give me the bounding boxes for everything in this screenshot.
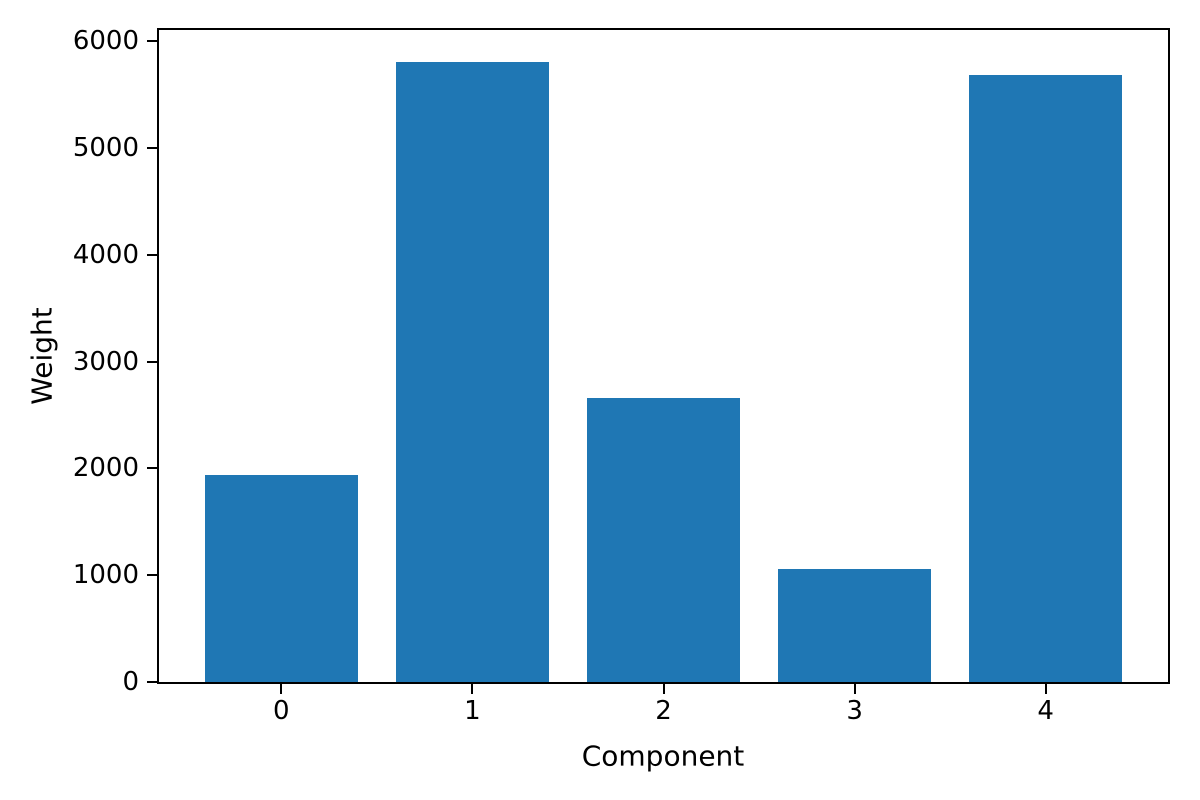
y-tick-label-5000: 5000: [72, 133, 139, 163]
x-tick-3: [853, 684, 856, 694]
x-tick-4: [1044, 684, 1047, 694]
x-tick-label-4: 4: [1037, 696, 1054, 726]
x-axis-label: Component: [581, 739, 745, 773]
y-tick-1000: [147, 574, 157, 577]
x-tick-label-0: 0: [273, 696, 290, 726]
y-tick-0: [147, 681, 157, 683]
y-tick-3000: [147, 360, 157, 363]
y-tick-5000: [147, 147, 157, 149]
y-tick-label-6000: 6000: [72, 26, 139, 57]
y-tick-label-0: 0: [122, 667, 139, 697]
y-tick-label-4000: 4000: [72, 239, 139, 270]
y-tick-label-3000: 3000: [72, 346, 139, 377]
bar-component-2: [587, 397, 740, 682]
x-tick-label-1: 1: [464, 696, 481, 726]
y-tick-label-1000: 1000: [72, 560, 139, 591]
y-tick-label-2000: 2000: [72, 453, 139, 484]
x-tick-1: [471, 684, 474, 694]
y-tick-6000: [147, 40, 157, 43]
plot-area: 0 1000 2000 3000 4000 5000 6000 0 1 2 3 4: [73, 26, 1170, 726]
x-tick-label-2: 2: [655, 696, 672, 726]
y-tick-2000: [147, 467, 157, 470]
bar-component-3: [778, 568, 932, 682]
bar-component-0: [204, 474, 358, 682]
bar-component-1: [395, 61, 549, 682]
x-tick-0: [280, 684, 283, 694]
x-tick-label-3: 3: [846, 696, 863, 726]
y-tick-4000: [147, 253, 157, 256]
bar-component-4: [969, 75, 1123, 682]
x-tick-2: [662, 684, 665, 694]
